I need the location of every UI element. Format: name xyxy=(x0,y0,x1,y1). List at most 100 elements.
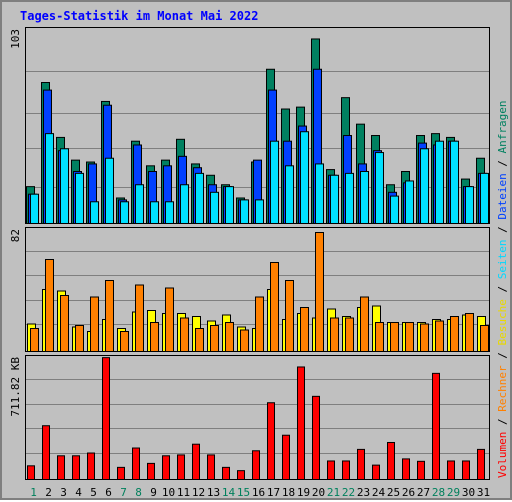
x-tick-label: 24 xyxy=(372,486,386,499)
bar-rechner xyxy=(480,325,489,352)
bar-volumen xyxy=(57,455,65,480)
x-tick-label: 21 xyxy=(327,486,340,499)
bar-seiten xyxy=(435,140,444,225)
bar-volumen xyxy=(87,452,95,481)
bar-seiten xyxy=(150,201,159,225)
x-tick-label: 14 xyxy=(222,486,236,499)
bar-rechner xyxy=(465,313,474,352)
bar-seiten xyxy=(465,186,474,225)
x-tick-label: 26 xyxy=(402,486,415,499)
x-tick-label: 2 xyxy=(45,486,52,499)
x-tick-label: 30 xyxy=(462,486,475,499)
bar-rechner xyxy=(450,316,459,352)
bar-volumen xyxy=(162,455,170,480)
x-tick-label: 31 xyxy=(477,486,490,499)
bar-seiten xyxy=(330,174,339,225)
x-tick-label: 4 xyxy=(75,486,82,499)
legend-entry: Anfragen xyxy=(496,100,509,153)
legend: Volumen / Rechner / Besuche / Seiten / D… xyxy=(496,100,509,478)
bar-seiten xyxy=(90,201,99,225)
bar-seiten xyxy=(285,165,294,225)
legend-entry: / xyxy=(496,279,509,299)
x-tick-label: 19 xyxy=(297,486,310,499)
bar-seiten xyxy=(30,193,39,225)
legend-entry: Seiten xyxy=(496,240,509,280)
bar-volumen xyxy=(147,462,155,481)
bar-volumen xyxy=(402,458,410,481)
bar-volumen xyxy=(42,425,50,480)
bar-rechner xyxy=(75,325,84,352)
bar-volumen xyxy=(327,460,335,481)
bar-volumen xyxy=(252,450,260,480)
bar-rechner xyxy=(105,280,114,352)
bar-seiten xyxy=(225,186,234,225)
bar-seiten xyxy=(315,163,324,225)
x-tick-label: 8 xyxy=(135,486,142,499)
bar-seiten xyxy=(360,170,369,225)
bar-rechner xyxy=(45,259,54,352)
bar-rechner xyxy=(300,307,309,352)
bar-seiten xyxy=(240,199,249,225)
x-tick-label: 18 xyxy=(282,486,295,499)
legend-entry: Besuche xyxy=(496,299,509,345)
bar-seiten xyxy=(270,140,279,225)
bar-seiten xyxy=(195,172,204,225)
bar-volumen xyxy=(447,460,455,481)
bar-volumen xyxy=(477,448,485,481)
bar-seiten xyxy=(210,191,219,225)
bar-seiten xyxy=(135,184,144,225)
legend-entry: / xyxy=(496,412,509,432)
bar-rechner xyxy=(390,322,399,352)
x-tick-label: 29 xyxy=(447,486,460,499)
x-tick-label: 23 xyxy=(357,486,370,499)
bar-volumen xyxy=(117,466,125,480)
bar-seiten xyxy=(405,180,414,225)
bar-volumen xyxy=(357,448,365,481)
bar-seiten xyxy=(60,148,69,225)
chart-title: Tages-Statistik im Monat Mai 2022 xyxy=(20,9,259,23)
x-tick-label: 17 xyxy=(267,486,280,499)
bar-volumen xyxy=(387,441,395,480)
bar-rechner xyxy=(120,331,129,352)
bar-seiten xyxy=(165,201,174,225)
x-tick-label: 9 xyxy=(150,486,157,499)
x-tick-label: 28 xyxy=(432,486,445,499)
x-tick-label: 25 xyxy=(387,486,400,499)
x-tick-label: 27 xyxy=(417,486,430,499)
bar-rechner xyxy=(420,323,429,352)
x-tick-label: 11 xyxy=(177,486,190,499)
bar-rechner xyxy=(270,262,279,352)
bar-rechner xyxy=(150,322,159,352)
y-axis-max-label: 82 xyxy=(9,229,22,242)
bar-rechner xyxy=(165,287,174,352)
x-tick-label: 13 xyxy=(207,486,220,499)
bar-volumen xyxy=(72,455,80,480)
bar-rechner xyxy=(60,295,69,352)
bar-volumen xyxy=(177,454,185,480)
legend-entry: / xyxy=(496,346,509,366)
bar-rechner xyxy=(240,329,249,352)
bar-volumen xyxy=(432,372,440,481)
y-axis-max-label: 711.82 KB xyxy=(9,357,22,417)
bar-volumen xyxy=(132,447,140,480)
bar-volumen xyxy=(192,443,200,480)
bar-volumen xyxy=(312,395,320,481)
bar-rechner xyxy=(30,328,39,352)
bar-rechner xyxy=(90,296,99,352)
bar-volumen xyxy=(282,434,290,481)
x-tick-label: 16 xyxy=(252,486,265,499)
bar-rechner xyxy=(255,296,264,352)
legend-entry: Rechner xyxy=(496,365,509,412)
bar-volumen xyxy=(417,460,425,480)
bar-rechner xyxy=(195,328,204,352)
bar-seiten xyxy=(255,199,264,225)
bar-rechner xyxy=(210,325,219,352)
bar-volumen xyxy=(267,402,275,480)
x-tick-label: 22 xyxy=(342,486,355,499)
bar-seiten xyxy=(300,131,309,225)
bar-volumen xyxy=(372,464,380,481)
bar-seiten xyxy=(45,133,54,225)
bar-volumen xyxy=(297,366,305,481)
bar-seiten xyxy=(120,201,129,225)
